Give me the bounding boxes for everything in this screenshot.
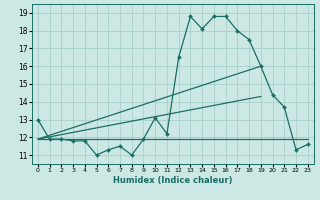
X-axis label: Humidex (Indice chaleur): Humidex (Indice chaleur) <box>113 176 233 185</box>
